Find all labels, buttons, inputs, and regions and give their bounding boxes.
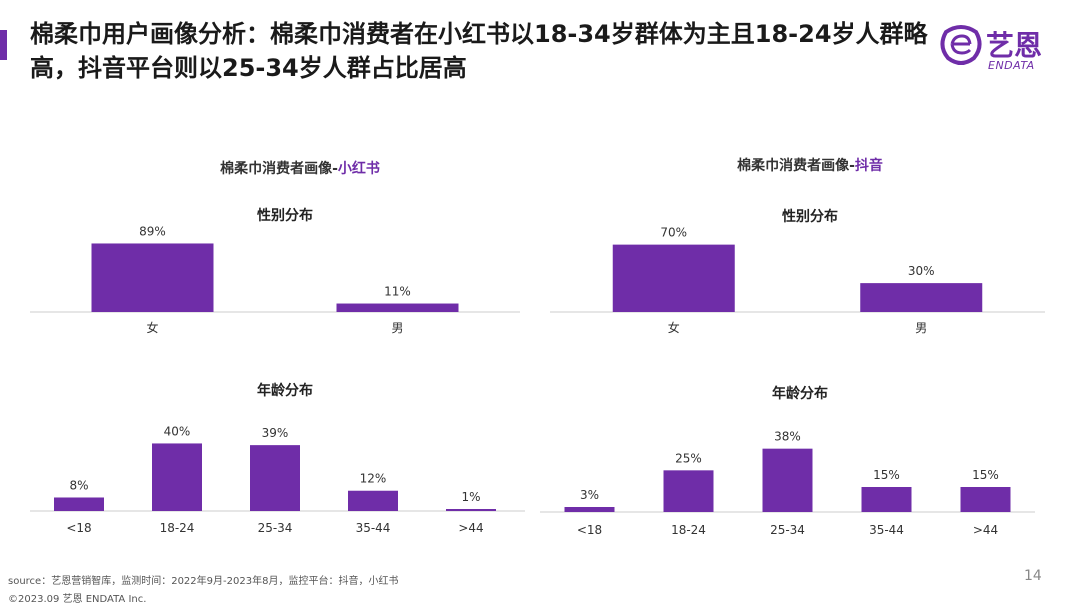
gender-chart-douyin: 70% 女 30% 男 <box>550 226 1045 335</box>
data-label: 89% <box>139 224 166 238</box>
bar-女 <box>91 243 214 312</box>
data-label: 1% <box>461 490 480 504</box>
bar->44 <box>446 509 496 511</box>
endata-logo: 艺恩 ENDATA <box>938 22 1058 78</box>
category-label: 女 <box>668 320 680 335</box>
data-label: 39% <box>262 426 289 440</box>
bar-35-44 <box>348 490 398 511</box>
data-label: 30% <box>908 264 935 278</box>
bar-<18 <box>54 497 104 511</box>
panel-title-prefix: 棉柔巾消费者画像- <box>220 161 338 177</box>
category-label: 35-44 <box>869 523 904 537</box>
data-label: 25% <box>675 451 702 465</box>
category-label: 18-24 <box>671 523 706 537</box>
category-label: >44 <box>458 521 483 535</box>
bar-25-34 <box>762 448 813 512</box>
category-label: 女 <box>146 320 158 335</box>
chart-title-age-douyin: 年龄分布 <box>772 386 828 402</box>
category-label: <18 <box>577 523 602 537</box>
category-label: 35-44 <box>356 521 391 535</box>
copyright-note: ©2023.09 艺恩 ENDATA Inc. <box>8 594 147 605</box>
source-note: source：艺恩营销智库，监测时间：2022年9月-2023年8月，监控平台：… <box>8 576 399 587</box>
chart-title-gender-douyin: 性别分布 <box>782 209 838 225</box>
category-label: 25-34 <box>258 521 293 535</box>
age-chart-douyin: 3% <18 25% 18-24 38% 25-34 15% 35-44 15% >44 <box>540 430 1035 537</box>
bar-35-44 <box>861 487 912 512</box>
data-label: 15% <box>873 468 900 482</box>
page-title: 棉柔巾用户画像分析：棉柔巾消费者在小红书以18-34岁群体为主且18-24岁人群… <box>30 20 928 82</box>
age-chart-xiaohongshu: 8% <18 40% 18-24 39% 25-34 12% 35-44 1% >44 <box>30 424 525 535</box>
bar-18-24 <box>663 470 714 512</box>
panel-platform-name: 抖音 <box>854 158 883 174</box>
bar-男 <box>860 283 983 312</box>
category-label: 25-34 <box>770 523 805 537</box>
bar->44 <box>960 487 1011 512</box>
panel-title-xiaohongshu: 棉柔巾消费者画像-小红书 <box>100 158 500 178</box>
data-label: 70% <box>660 226 687 240</box>
panel-platform-name: 小红书 <box>337 161 380 177</box>
panel-title-prefix: 棉柔巾消费者画像- <box>737 158 855 174</box>
bar-男 <box>336 303 459 312</box>
bar-25-34 <box>250 445 300 511</box>
gender-chart-xiaohongshu: 89% 女 11% 男 <box>30 224 520 335</box>
category-label: 男 <box>915 321 927 335</box>
endata-logo-icon <box>940 25 982 65</box>
panel-title-douyin: 棉柔巾消费者画像-抖音 <box>610 155 1010 175</box>
data-label: 8% <box>69 478 88 492</box>
data-label: 40% <box>164 424 191 438</box>
logo-subtext: ENDATA <box>988 59 1035 72</box>
page-number: 14 <box>1024 568 1042 584</box>
data-label: 38% <box>774 430 801 444</box>
category-label: <18 <box>66 521 91 535</box>
category-label: 男 <box>391 321 403 335</box>
data-label: 15% <box>972 468 999 482</box>
category-label: >44 <box>973 523 998 537</box>
bar-18-24 <box>152 443 202 511</box>
category-label: 18-24 <box>160 521 195 535</box>
bar-女 <box>612 244 735 312</box>
logo-text: 艺恩 <box>986 29 1043 62</box>
title-accent-bar <box>0 30 7 60</box>
data-label: 3% <box>580 488 599 502</box>
bar-<18 <box>564 507 615 512</box>
chart-title-gender-xiaohongshu: 性别分布 <box>257 208 313 224</box>
chart-title-age-xiaohongshu: 年龄分布 <box>257 383 313 399</box>
data-label: 11% <box>384 285 411 299</box>
data-label: 12% <box>360 472 387 486</box>
